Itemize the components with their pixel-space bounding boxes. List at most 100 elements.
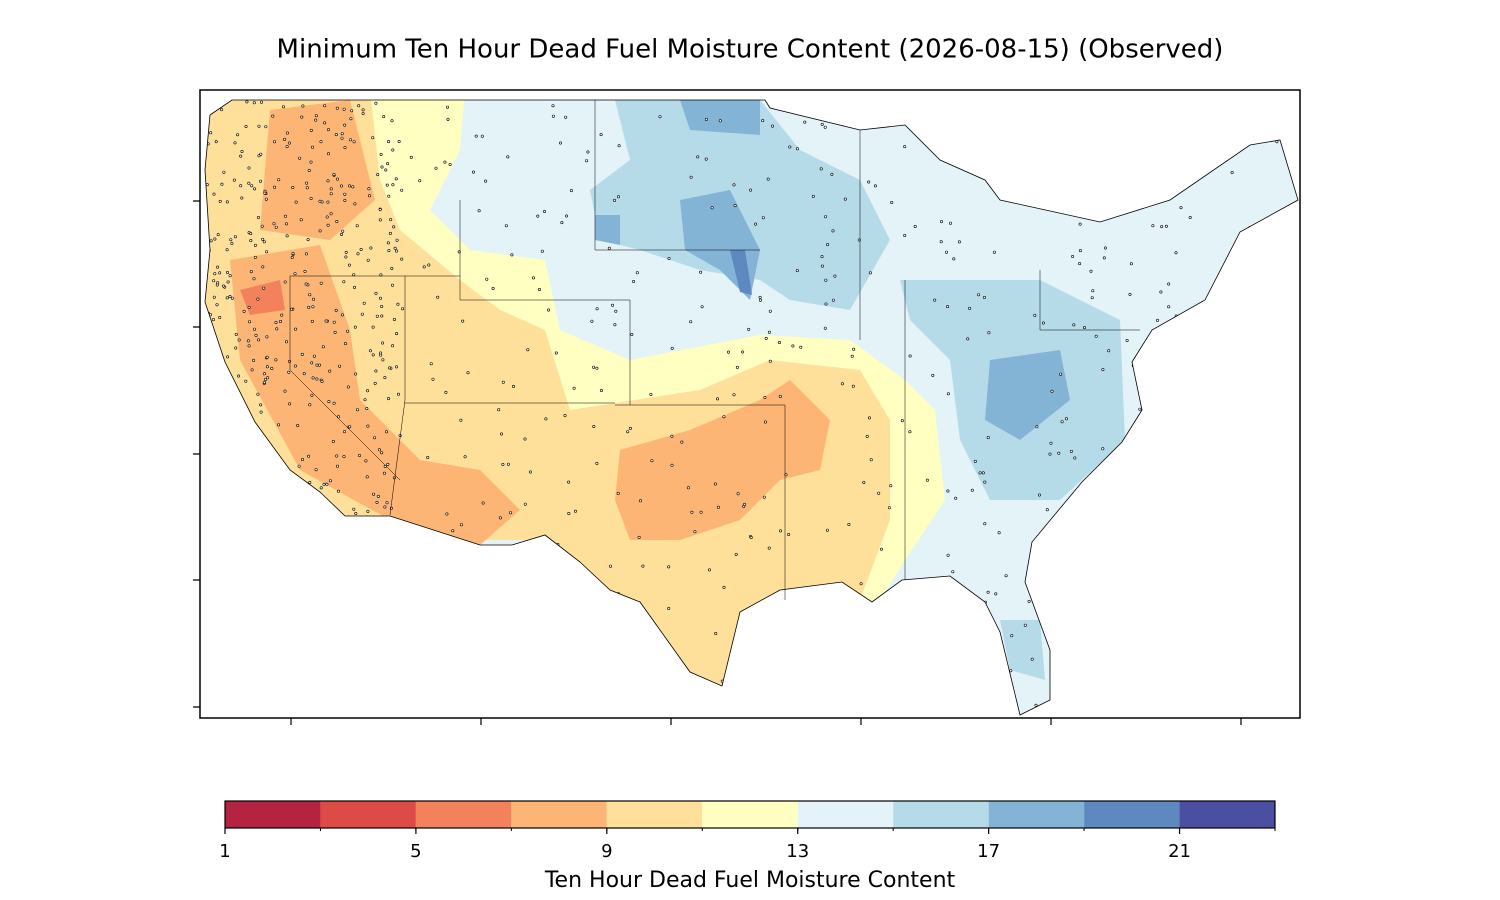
station xyxy=(376,173,380,177)
station xyxy=(1285,622,1289,626)
station xyxy=(220,556,224,560)
station xyxy=(1159,290,1163,294)
colorbar-segment xyxy=(225,801,321,828)
station xyxy=(276,614,280,618)
station xyxy=(1236,393,1240,397)
station xyxy=(707,568,711,572)
station xyxy=(257,652,261,656)
station xyxy=(1090,296,1094,300)
station xyxy=(966,686,970,690)
station xyxy=(234,632,238,636)
station xyxy=(762,495,766,499)
station xyxy=(1295,451,1298,455)
station xyxy=(221,587,225,591)
station xyxy=(357,104,361,108)
station xyxy=(212,295,216,299)
station xyxy=(374,694,378,698)
station xyxy=(397,140,401,144)
station xyxy=(326,152,330,156)
station xyxy=(385,183,389,187)
field-red xyxy=(240,280,285,315)
station xyxy=(722,415,726,419)
station xyxy=(1278,679,1282,683)
station xyxy=(788,145,792,149)
station xyxy=(777,340,781,344)
station xyxy=(1214,340,1218,344)
station xyxy=(1009,669,1013,673)
station xyxy=(290,646,294,650)
station xyxy=(1229,119,1233,123)
station xyxy=(1024,712,1028,715)
station xyxy=(384,698,388,702)
station xyxy=(387,249,391,253)
station xyxy=(1120,664,1124,668)
colorbar-tick-label: 21 xyxy=(1168,841,1191,862)
station xyxy=(758,295,762,299)
station xyxy=(595,461,599,465)
station xyxy=(1145,199,1149,203)
station xyxy=(712,698,716,702)
station xyxy=(296,423,300,427)
station xyxy=(361,709,365,713)
station xyxy=(700,305,704,309)
station xyxy=(241,654,245,658)
station xyxy=(373,515,377,519)
station xyxy=(823,670,827,674)
station xyxy=(496,595,500,599)
station xyxy=(851,384,855,388)
station xyxy=(390,266,394,270)
station xyxy=(207,673,211,677)
station xyxy=(225,200,229,204)
station xyxy=(338,536,342,540)
station xyxy=(366,509,370,513)
station xyxy=(245,100,249,104)
station xyxy=(1103,533,1107,537)
station xyxy=(383,464,387,468)
station xyxy=(277,423,281,427)
station xyxy=(699,510,703,514)
station xyxy=(205,407,206,411)
station xyxy=(222,593,226,597)
station xyxy=(235,421,239,425)
colorbar-segment xyxy=(320,801,416,828)
station xyxy=(317,363,321,367)
station xyxy=(395,332,399,336)
station xyxy=(314,114,318,118)
station xyxy=(257,507,261,511)
station xyxy=(375,314,379,318)
station xyxy=(986,436,990,440)
station xyxy=(987,331,991,335)
station xyxy=(244,125,248,129)
station xyxy=(396,392,400,396)
station xyxy=(289,307,293,311)
station xyxy=(270,366,274,370)
station xyxy=(359,248,363,252)
station xyxy=(305,186,309,190)
station xyxy=(376,581,380,585)
station xyxy=(867,416,871,420)
station xyxy=(1250,428,1254,432)
station xyxy=(1271,657,1275,661)
station xyxy=(396,528,400,532)
station xyxy=(347,184,351,188)
station xyxy=(811,194,815,198)
station xyxy=(340,670,344,674)
station xyxy=(1146,499,1150,503)
station xyxy=(309,197,313,201)
station xyxy=(243,470,247,474)
station xyxy=(259,410,263,414)
station xyxy=(458,654,462,658)
station xyxy=(290,693,294,697)
station xyxy=(304,252,308,256)
station xyxy=(367,194,371,198)
station xyxy=(315,377,319,381)
station xyxy=(649,392,653,396)
station xyxy=(1214,306,1218,310)
station xyxy=(689,175,693,179)
station xyxy=(247,166,251,170)
field-blue xyxy=(595,100,1070,440)
station xyxy=(319,486,323,490)
station xyxy=(366,389,370,393)
station xyxy=(322,482,326,486)
